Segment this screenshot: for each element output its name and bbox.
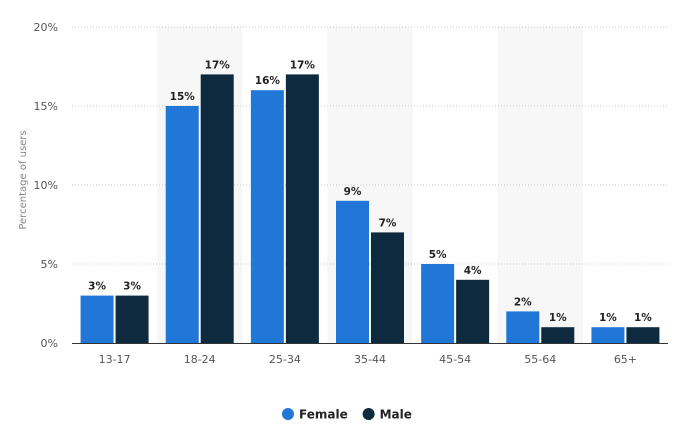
legend-marker	[282, 408, 294, 420]
data-label-female-45-54: 5%	[429, 249, 447, 261]
legend-item-male[interactable]: Male	[362, 408, 412, 422]
data-label-male-13-17: 3%	[123, 281, 141, 293]
data-label-female-55-64: 2%	[514, 296, 532, 308]
y-tick-label: 15%	[34, 100, 58, 113]
bar-female-45-54[interactable]	[421, 264, 455, 343]
y-tick-label: 5%	[41, 258, 58, 271]
bar-female-18-24[interactable]	[165, 106, 199, 343]
y-tick-labels: 0% 5% 10% 15% 20%	[34, 21, 58, 350]
x-tick-label: 55-64	[524, 353, 556, 366]
x-tick-label: 45-54	[439, 353, 471, 366]
legend-item-female[interactable]: Female	[282, 408, 348, 422]
y-tick-label: 10%	[34, 179, 58, 192]
bar-male-13-17[interactable]	[115, 295, 149, 343]
data-label-male-65+: 1%	[634, 312, 652, 324]
data-label-male-25-34: 17%	[290, 59, 316, 71]
data-labels: 3% 15% 16% 9% 5% 2% 1% 3% 17% 17% 7% 4% 1% 1%	[88, 59, 652, 324]
bar-female-35-44[interactable]	[336, 200, 369, 343]
bar-female-55-64[interactable]	[506, 311, 540, 343]
bar-male-18-24[interactable]	[200, 74, 234, 344]
data-label-male-55-64: 1%	[549, 312, 567, 324]
x-tick-labels: 13-17 18-24 25-34 35-44 45-54 55-64 65+	[99, 353, 637, 366]
bar-male-25-34[interactable]	[285, 74, 319, 344]
bar-male-45-54[interactable]	[456, 279, 490, 343]
x-tick-label: 35-44	[354, 353, 386, 366]
x-tick-label: 25-34	[269, 353, 301, 366]
bar-male-55-64[interactable]	[541, 327, 575, 343]
bar-female-13-17[interactable]	[80, 295, 114, 343]
data-label-female-25-34: 16%	[255, 75, 281, 87]
data-label-female-35-44: 9%	[344, 186, 362, 198]
x-tick-label: 18-24	[184, 353, 216, 366]
y-axis-title: Percentage of users	[18, 130, 29, 229]
legend-marker	[362, 408, 375, 420]
data-label-female-18-24: 15%	[170, 91, 196, 103]
legend-label: Female	[299, 408, 348, 422]
bar-female-25-34[interactable]	[250, 90, 284, 343]
bars	[80, 74, 660, 344]
legend-label: Male	[380, 408, 412, 422]
bar-male-35-44[interactable]	[371, 232, 404, 343]
y-tick-label: 0%	[41, 337, 58, 350]
data-label-female-65+: 1%	[599, 312, 617, 324]
x-tick-label: 65+	[614, 353, 637, 366]
bar-female-65+[interactable]	[591, 327, 625, 343]
legend: Female Male	[282, 408, 412, 422]
x-tick-label: 13-17	[99, 353, 131, 366]
bar-male-65+[interactable]	[626, 327, 660, 343]
y-tick-label: 20%	[34, 21, 58, 34]
data-label-male-18-24: 17%	[205, 59, 231, 71]
data-label-male-45-54: 4%	[464, 265, 482, 277]
data-label-male-35-44: 7%	[379, 217, 397, 229]
data-label-female-13-17: 3%	[88, 281, 106, 293]
